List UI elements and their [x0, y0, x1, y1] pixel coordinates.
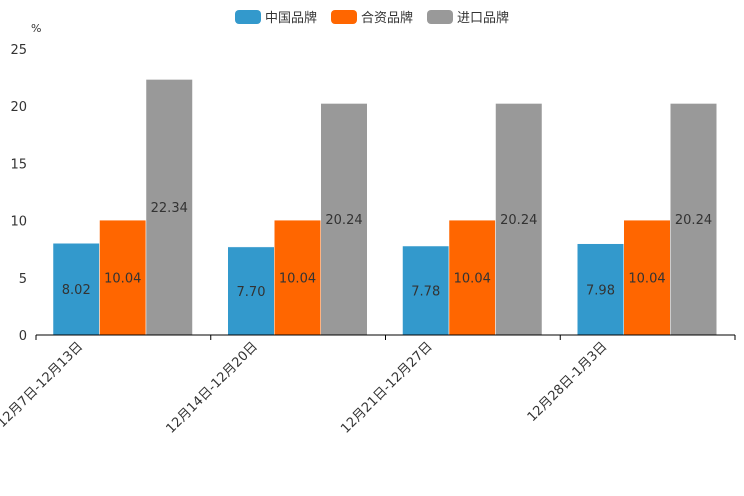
bar[interactable]	[320, 103, 368, 336]
y-tick-label: 20	[10, 100, 27, 115]
bar-value-label: 7.98	[586, 283, 615, 298]
legend-label-joint-venture-brand: 合资品牌	[360, 11, 413, 26]
y-tick-label: 10	[10, 215, 27, 230]
bar[interactable]	[577, 243, 624, 336]
bar-value-label: 8.02	[62, 283, 91, 298]
bar[interactable]	[145, 79, 193, 336]
bar[interactable]	[623, 219, 671, 336]
bar[interactable]	[495, 103, 543, 336]
bar-value-label: 20.24	[325, 213, 362, 228]
bar[interactable]	[227, 246, 275, 336]
bar-value-label: 7.78	[411, 284, 440, 299]
y-tick-label: 0	[19, 329, 27, 344]
legend-item-joint-venture-brand[interactable]: 合资品牌	[330, 7, 413, 26]
x-tick-label: 12月28日-1月3日	[525, 339, 611, 425]
legend-swatch-joint-venture-brand	[330, 9, 357, 24]
bar[interactable]	[402, 245, 450, 336]
bar-value-label: 7.70	[237, 285, 266, 300]
legend-swatch-china-brand	[234, 9, 261, 24]
y-tick-label: 5	[19, 272, 27, 287]
bar[interactable]	[670, 103, 717, 336]
bar[interactable]	[99, 219, 147, 336]
x-tick-label: 12月21日-12月27日	[338, 339, 435, 436]
y-tick-label: 15	[10, 157, 27, 172]
legend: 中国品牌 合资品牌 进口品牌	[0, 7, 744, 26]
bar-value-label: 20.24	[675, 213, 712, 228]
bar-value-label: 22.34	[151, 201, 188, 216]
legend-item-china-brand[interactable]: 中国品牌	[234, 7, 317, 26]
y-axis-unit: %	[31, 22, 42, 35]
bar-value-label: 10.04	[628, 272, 665, 287]
legend-label-imported-brand: 进口品牌	[457, 11, 510, 26]
legend-label-china-brand: 中国品牌	[264, 11, 317, 26]
legend-swatch-imported-brand	[427, 9, 453, 24]
y-tick-label: 25	[10, 43, 27, 58]
legend-item-imported-brand[interactable]: 进口品牌	[427, 7, 509, 26]
x-tick-label: 12月7日-12月13日	[0, 339, 86, 431]
bar-value-label: 10.04	[104, 272, 141, 287]
x-tick-label: 12月14日-12月20日	[163, 339, 260, 436]
bar-value-label: 10.04	[454, 272, 491, 287]
bar-value-label: 10.04	[279, 272, 316, 287]
bar[interactable]	[274, 219, 321, 336]
bar-value-label: 20.24	[500, 213, 537, 228]
